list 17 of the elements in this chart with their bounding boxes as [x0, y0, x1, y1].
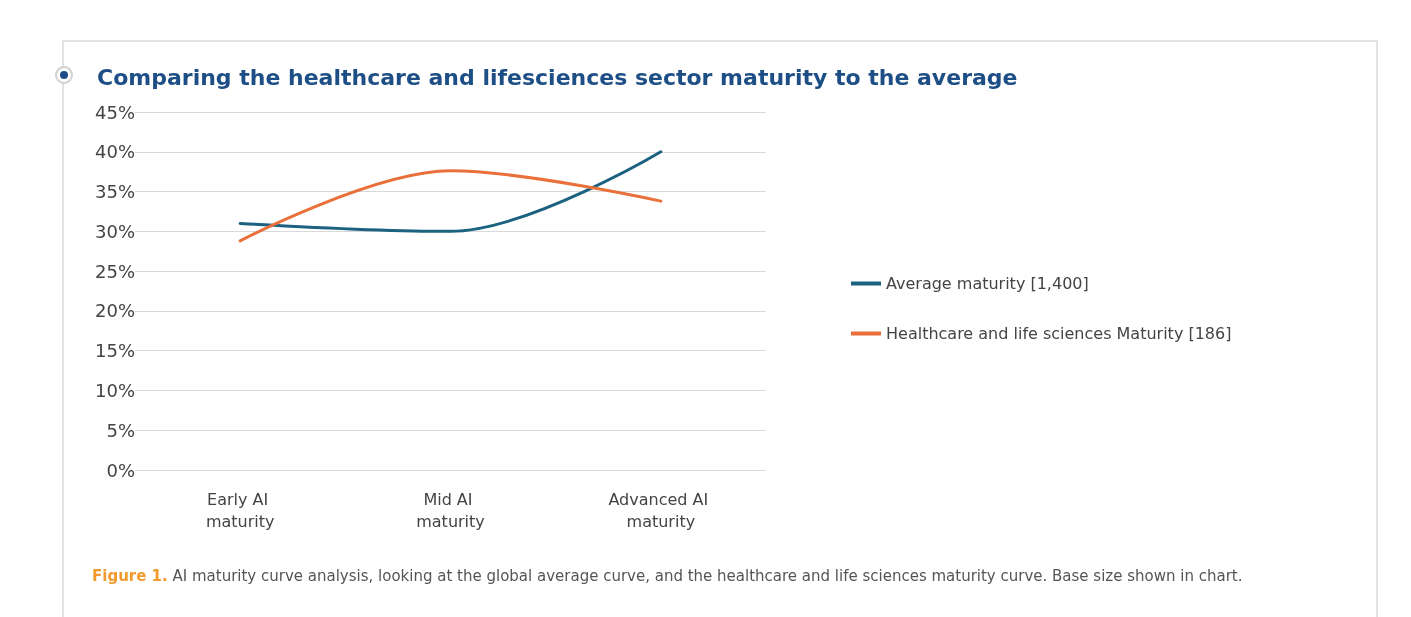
caption: Figure 1. AI maturity curve analysis, looking at the global average curve, and the healthcare and life sciences maturity curve. Base size shown in chart. — [92, 566, 1243, 585]
y-tick-label: 15% — [94, 340, 135, 362]
y-tick-label: 30% — [94, 220, 135, 242]
y-tick-label: 45% — [94, 101, 135, 123]
y-tick-label: 25% — [94, 260, 135, 282]
y-tick-label: 40% — [94, 141, 135, 163]
y-tick-label: 20% — [94, 300, 135, 322]
y-tick-label: 10% — [94, 379, 135, 401]
x-tick-label: Early AI maturity — [205, 489, 275, 531]
y-tick-label: 0% — [106, 459, 135, 481]
chart-title: Comparing the healthcare and lifesciences sector maturity to the average — [97, 64, 1018, 90]
y-tick-label: 5% — [106, 419, 135, 441]
x-tick-label: Mid AI maturity — [416, 489, 485, 531]
x-tick-label: Advanced AI maturity — [608, 489, 714, 531]
legend-label: Average maturity [1,400] — [886, 274, 1089, 293]
legend-label: Healthcare and life sciences Maturity [186] — [886, 324, 1232, 343]
y-tick-label: 35% — [94, 181, 135, 203]
